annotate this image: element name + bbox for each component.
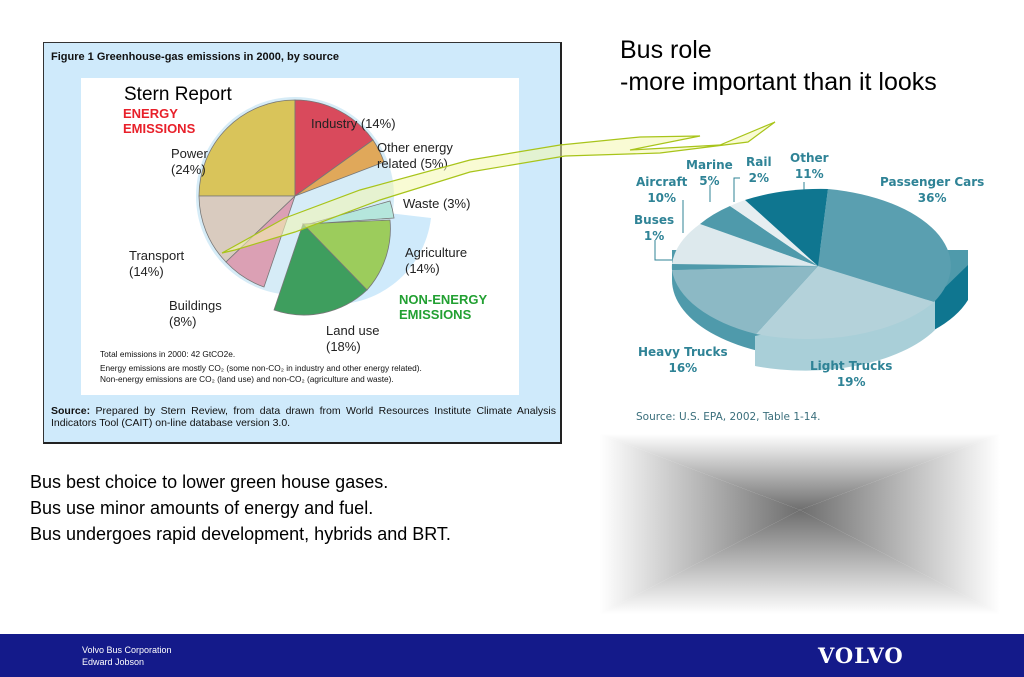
- volvo-logo: VOLVO: [818, 643, 904, 668]
- label-light-trucks: Light Trucks 19%: [810, 358, 892, 390]
- note-total: Total emissions in 2000: 42 GtCO2e.: [100, 349, 236, 359]
- slide-title: Bus role -more important than it looks: [620, 34, 937, 98]
- title-line2: -more important than it looks: [620, 68, 937, 96]
- bullet-item: Bus best choice to lower green house gas…: [30, 472, 389, 492]
- label-rail-pct: 2%: [748, 171, 769, 185]
- note-energy: Energy emissions are mostly CO₂ (some no…: [100, 363, 422, 373]
- energy-label-line2: EMISSIONS: [123, 121, 196, 136]
- label-other-energy-line2: related (5%): [377, 156, 448, 171]
- bullet-item: Bus undergoes rapid development, hybrids…: [30, 524, 451, 544]
- label-rail-name: Rail: [746, 155, 772, 169]
- label-other-pct: 11%: [794, 167, 824, 181]
- figure-inner-area: Stern Report ENERGY EMISSIONS Industry (…: [81, 78, 519, 395]
- non-energy-emissions-label: NON-ENERGY EMISSIONS: [399, 292, 487, 322]
- label-passenger-cars-pct: 36%: [917, 191, 947, 205]
- epa-source: Source: U.S. EPA, 2002, Table 1-14.: [636, 411, 821, 423]
- nonenergy-label-line2: EMISSIONS: [399, 307, 472, 322]
- label-industry: Industry (14%): [311, 116, 396, 131]
- source-text: Prepared by Stern Review, from data draw…: [51, 405, 556, 429]
- label-power-line1: Power: [171, 146, 208, 161]
- label-passenger-cars-name: Passenger Cars: [880, 175, 985, 189]
- bullet-list: Bus best choice to lower green house gas…: [30, 469, 451, 547]
- label-buildings: Buildings (8%): [169, 298, 222, 330]
- stern-report-label: Stern Report: [124, 84, 232, 105]
- energy-label-line1: ENERGY: [123, 106, 178, 121]
- label-agriculture: Agriculture (14%): [405, 245, 467, 277]
- decorative-gradient: [600, 434, 1000, 614]
- nonenergy-label-line1: NON-ENERGY: [399, 292, 488, 307]
- label-light-trucks-pct: 19%: [836, 375, 866, 389]
- label-aircraft-pct: 10%: [647, 191, 677, 205]
- label-buses: Buses 1%: [634, 212, 674, 244]
- footer-author: Edward Jobson: [82, 657, 145, 667]
- label-transport-line1: Transport: [129, 248, 185, 263]
- figure-notes: Total emissions in 2000: 42 GtCO2e. Ener…: [100, 349, 422, 385]
- figure-source: Source: Prepared by Stern Review, from d…: [51, 405, 556, 429]
- label-power-line2: (24%): [171, 162, 206, 177]
- label-buses-name: Buses: [634, 213, 675, 227]
- label-heavy-trucks-pct: 16%: [668, 361, 698, 375]
- transport-pie-chart: Passenger Cars 36% Other 11% Rail 2% Mar…: [620, 140, 1024, 430]
- label-transport: Transport (14%): [129, 248, 184, 280]
- label-aircraft: Aircraft 10%: [636, 174, 687, 206]
- footer-org: Volvo Bus Corporation Edward Jobson: [82, 644, 172, 668]
- label-aircraft-name: Aircraft: [636, 175, 688, 189]
- label-marine-pct: 5%: [699, 174, 720, 188]
- label-marine-name: Marine: [686, 158, 733, 172]
- label-heavy-trucks-name: Heavy Trucks: [638, 345, 728, 359]
- stern-figure-panel: Figure 1 Greenhouse-gas emissions in 200…: [43, 42, 562, 444]
- label-buildings-line2: (8%): [169, 314, 197, 329]
- bullet-item: Bus use minor amounts of energy and fuel…: [30, 498, 374, 518]
- label-agriculture-line2: (14%): [405, 261, 440, 276]
- label-power: Power (24%): [171, 146, 208, 178]
- label-land-use-line2: (18%): [326, 339, 361, 354]
- label-other-name: Other: [790, 151, 829, 165]
- label-other-energy-line1: Other energy: [377, 140, 453, 155]
- label-buses-pct: 1%: [643, 229, 665, 243]
- label-light-trucks-name: Light Trucks: [810, 359, 893, 373]
- label-passenger-cars: Passenger Cars 36%: [880, 174, 984, 206]
- energy-emissions-label: ENERGY EMISSIONS: [123, 106, 195, 136]
- footer-bar: Volvo Bus Corporation Edward Jobson VOLV…: [0, 634, 1024, 677]
- footer-company: Volvo Bus Corporation: [82, 645, 172, 655]
- title-line1: Bus role: [620, 36, 712, 64]
- label-marine: Marine 5%: [686, 157, 733, 189]
- note-nonenergy: Non-energy emissions are CO₂ (land use) …: [100, 374, 394, 384]
- source-label: Source:: [51, 405, 91, 417]
- label-agriculture-line1: Agriculture: [405, 245, 468, 260]
- label-waste: Waste (3%): [403, 196, 471, 211]
- label-other-energy: Other energy related (5%): [377, 140, 453, 172]
- label-heavy-trucks: Heavy Trucks 16%: [638, 344, 728, 376]
- label-other: Other 11%: [790, 150, 829, 182]
- label-land-use: Land use (18%): [326, 323, 380, 355]
- figure-title: Figure 1 Greenhouse-gas emissions in 200…: [51, 51, 339, 63]
- label-land-use-line1: Land use: [326, 323, 380, 338]
- transport-pie-svg: [654, 177, 968, 371]
- label-rail: Rail 2%: [746, 154, 772, 186]
- label-buildings-line1: Buildings: [169, 298, 222, 313]
- label-transport-line2: (14%): [129, 264, 164, 279]
